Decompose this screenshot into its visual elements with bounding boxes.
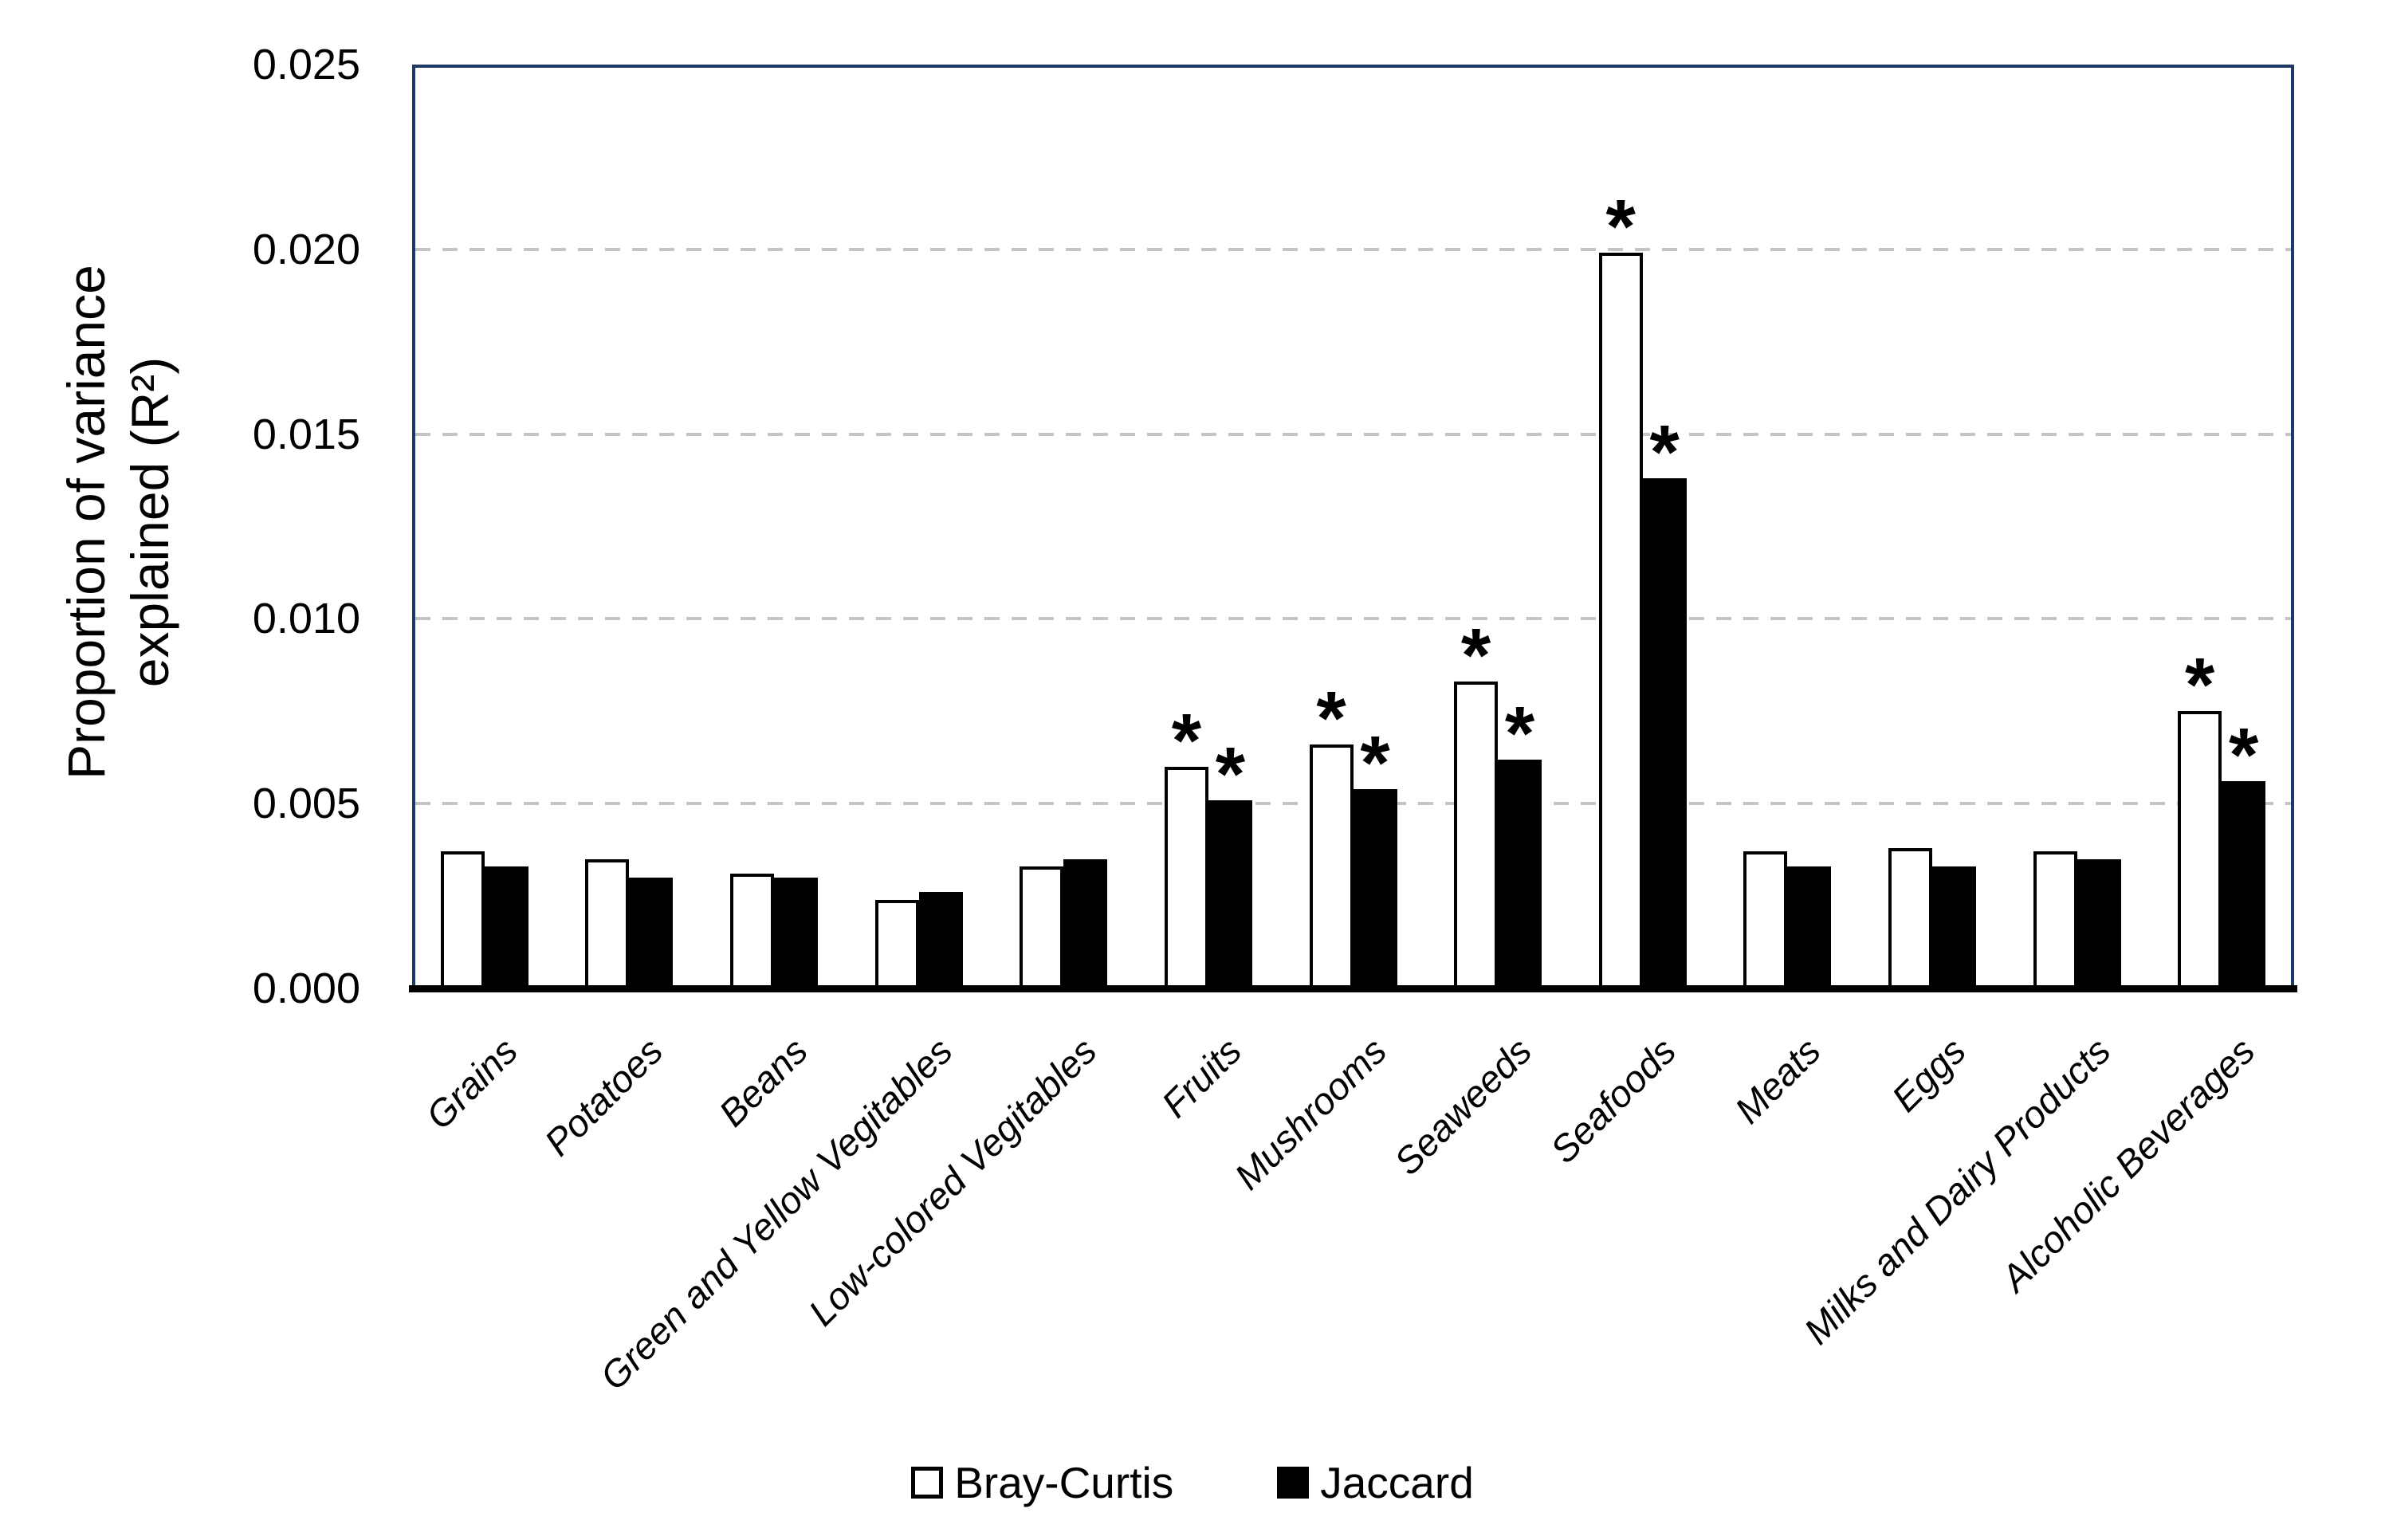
bar-jaccard-eggs: [1931, 866, 1976, 988]
gridline: [415, 247, 2291, 251]
bar-jaccard-meats: [1787, 866, 1832, 988]
significance-asterisk-jaccard-seafoods: *: [1649, 410, 1680, 496]
y-tick-label: 0.020: [252, 225, 360, 273]
bar-bray-curtis-seafoods: [1598, 253, 1643, 988]
significance-asterisk-bray-curtis-alcoholic-beverages: *: [2185, 642, 2215, 729]
bar-jaccard-potatoes: [629, 877, 674, 988]
bar-bray-curtis-eggs: [1888, 847, 1932, 988]
bar-jaccard-fruits: [1208, 799, 1252, 988]
significance-asterisk-jaccard-fruits: *: [1215, 731, 1246, 817]
bar-jaccard-milks-and-dairy-products: [2077, 858, 2121, 988]
x-axis-line: [409, 985, 2297, 992]
significance-asterisk-bray-curtis-seafoods: *: [1605, 184, 1636, 270]
bar-jaccard-grains: [484, 866, 528, 988]
legend: Bray-Curtis Jaccard: [0, 1457, 2385, 1508]
x-axis-label-alcoholic-beverages: Alcoholic Beverages: [1993, 1029, 2263, 1299]
significance-asterisk-bray-curtis-seaweeds: *: [1460, 613, 1491, 699]
significance-asterisk-jaccard-alcoholic-beverages: *: [2229, 713, 2259, 799]
bar-jaccard-alcoholic-beverages: [2222, 781, 2266, 988]
legend-label-jaccard: Jaccard: [1320, 1458, 1474, 1507]
legend-label-bray-curtis: Bray-Curtis: [954, 1458, 1174, 1507]
y-tick-label: 0.015: [252, 410, 360, 458]
x-axis-label-grains: Grains: [418, 1029, 526, 1137]
bar-bray-curtis-seaweeds: [1454, 682, 1499, 988]
bar-jaccard-seaweeds: [1498, 759, 1542, 988]
x-axis-label-seafoods: Seafoods: [1542, 1029, 1684, 1172]
x-axis-label-seaweeds: Seaweeds: [1385, 1029, 1539, 1183]
filled-square-swatch-icon: [1277, 1467, 1310, 1499]
significance-asterisk-bray-curtis-mushrooms: *: [1316, 676, 1346, 762]
significance-asterisk-bray-curtis-fruits: *: [1171, 697, 1202, 784]
bar-bray-curtis-low-colored-vegitables: [1020, 866, 1064, 988]
x-axis-label-eggs: Eggs: [1883, 1029, 1974, 1120]
y-tick-label: 0.000: [252, 964, 360, 1012]
y-axis-title-line2: explained (R²): [120, 356, 179, 688]
y-tick-label: 0.010: [252, 595, 360, 643]
legend-item-bray-curtis: Bray-Curtis: [911, 1457, 1173, 1508]
significance-asterisk-jaccard-seaweeds: *: [1504, 690, 1535, 776]
x-axis-label-meats: Meats: [1727, 1029, 1829, 1132]
bar-bray-curtis-potatoes: [585, 858, 630, 988]
bar-bray-curtis-grains: [440, 851, 485, 988]
x-axis-label-potatoes: Potatoes: [536, 1029, 671, 1164]
x-axis-label-low-colored-vegitables: Low-colored Vegitables: [800, 1029, 1106, 1334]
bar-bray-curtis-mushrooms: [1309, 744, 1354, 988]
legend-item-jaccard: Jaccard: [1277, 1457, 1474, 1508]
significance-asterisk-jaccard-mushrooms: *: [1360, 720, 1390, 806]
bar-jaccard-beans: [774, 877, 819, 988]
bar-jaccard-mushrooms: [1353, 788, 1397, 988]
x-axis-label-fruits: Fruits: [1153, 1029, 1250, 1126]
bar-bray-curtis-beans: [730, 874, 775, 988]
x-axis-label-mushrooms: Mushrooms: [1226, 1029, 1395, 1198]
plot-area-frame: [412, 65, 2294, 988]
x-axis-label-beans: Beans: [710, 1029, 815, 1135]
y-tick-label: 0.005: [252, 780, 360, 828]
bar-bray-curtis-meats: [1743, 851, 1788, 988]
bar-bray-curtis-milks-and-dairy-products: [2033, 851, 2077, 988]
y-axis-title-line1: Proportion of variance: [57, 265, 116, 780]
y-axis-title: Proportion of variance explained (R²): [54, 265, 182, 780]
bar-bray-curtis-alcoholic-beverages: [2178, 711, 2222, 988]
gridline: [415, 617, 2291, 621]
bar-bray-curtis-fruits: [1164, 766, 1208, 988]
bar-jaccard-green-and-yellow-vegitables: [918, 892, 963, 988]
gridline: [415, 432, 2291, 436]
y-tick-label: 0.025: [252, 41, 360, 88]
bar-bray-curtis-green-and-yellow-vegitables: [874, 899, 919, 988]
bar-jaccard-seafoods: [1642, 478, 1687, 988]
bar-jaccard-low-colored-vegitables: [1063, 858, 1108, 988]
open-square-swatch-icon: [911, 1467, 944, 1499]
